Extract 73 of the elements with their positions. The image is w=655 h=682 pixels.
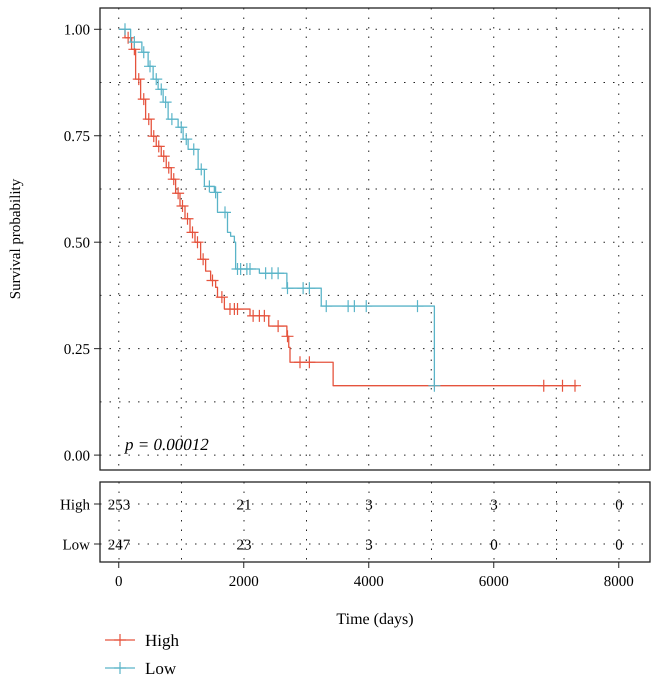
y-tick-label: High	[60, 497, 90, 514]
point	[174, 120, 188, 134]
x-tick-label: 6000	[478, 574, 509, 590]
point	[186, 226, 200, 239]
point	[187, 142, 200, 156]
point	[272, 319, 285, 333]
point	[147, 130, 160, 143]
point	[132, 72, 146, 86]
annotation: p = 0.00012	[124, 435, 210, 454]
point	[410, 299, 424, 313]
data-label: 3	[365, 537, 373, 554]
x-tick-label: 8000	[604, 574, 634, 590]
y-tick-label: 0.50	[64, 235, 90, 252]
x-tick-label: 2000	[228, 574, 259, 590]
point	[206, 274, 220, 288]
point	[176, 199, 190, 213]
point	[280, 330, 294, 343]
point	[360, 299, 373, 313]
point	[537, 379, 550, 392]
data-label: 3	[490, 497, 498, 514]
point	[302, 356, 316, 369]
x-tick-label: 4000	[354, 574, 384, 590]
point	[143, 60, 157, 73]
point	[280, 282, 294, 295]
point	[142, 112, 156, 126]
point	[348, 299, 361, 313]
point	[180, 212, 194, 226]
point	[556, 379, 570, 392]
legend-label: Low	[145, 658, 177, 678]
data-label: 3	[365, 497, 373, 514]
point	[272, 266, 285, 280]
point	[258, 309, 271, 322]
x-axis-title: Time (days)	[336, 611, 414, 628]
legend-label: High	[145, 630, 180, 650]
data-label: 21	[236, 497, 252, 514]
point	[150, 72, 163, 86]
data-label: 23	[236, 537, 252, 554]
point	[196, 252, 210, 266]
data-label: 0	[615, 497, 623, 514]
point	[165, 112, 178, 126]
point	[243, 262, 257, 276]
point	[190, 236, 204, 249]
point	[159, 96, 172, 109]
point	[172, 186, 185, 200]
point	[428, 379, 441, 392]
y-tick-label: 0.00	[64, 448, 90, 464]
data-label: 247	[108, 537, 131, 554]
data-label: 0	[615, 537, 623, 554]
data-label: 0	[490, 537, 498, 554]
y-tick-label: 0.75	[64, 128, 90, 145]
data-label: 253	[108, 497, 130, 514]
point	[194, 162, 208, 176]
point	[128, 35, 141, 49]
point	[137, 92, 150, 106]
point	[218, 206, 232, 219]
point	[320, 299, 333, 313]
point	[167, 172, 180, 186]
x-tick-label: 0	[115, 574, 122, 590]
y-tick-label: 1.00	[64, 22, 90, 39]
point	[152, 140, 166, 153]
point	[302, 282, 316, 295]
point	[122, 31, 135, 44]
point	[154, 82, 168, 96]
y-axis-title: Survival probability	[8, 178, 24, 300]
point	[568, 379, 582, 392]
point	[215, 290, 228, 304]
point	[162, 161, 176, 174]
point	[157, 150, 170, 163]
point	[180, 132, 193, 146]
y-tick-label: 0.25	[64, 342, 90, 358]
point	[230, 302, 244, 316]
y-tick-label: Low	[62, 537, 90, 554]
point	[137, 46, 150, 59]
